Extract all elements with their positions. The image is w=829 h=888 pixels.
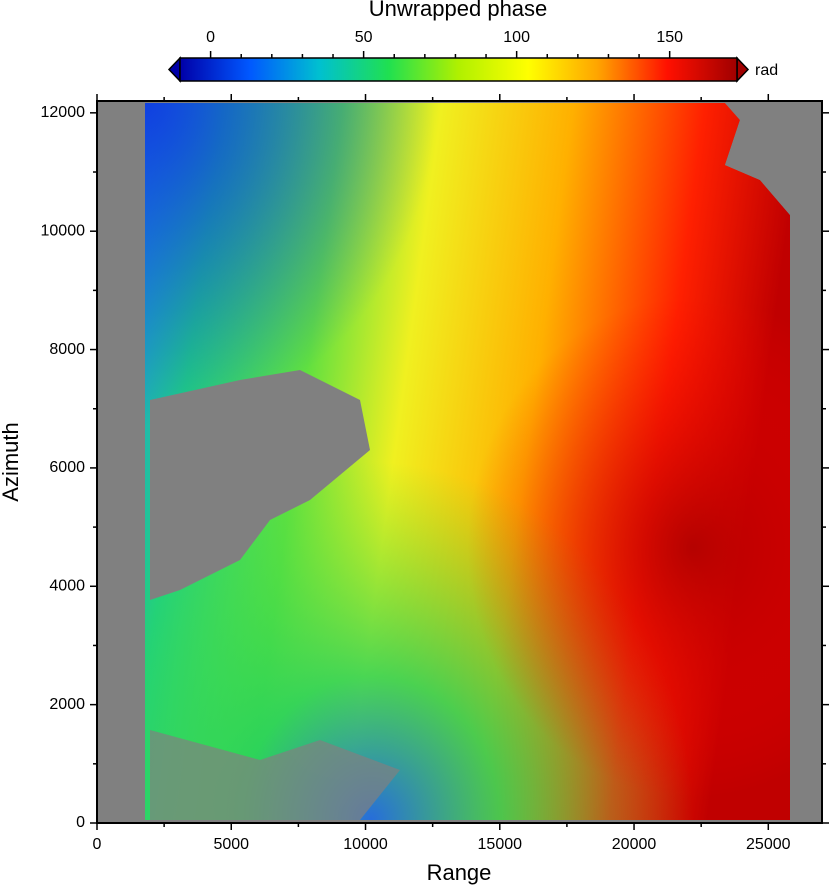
raster-image — [97, 101, 822, 823]
colorbar-tick-label: 50 — [355, 29, 373, 46]
masked-area — [150, 370, 370, 600]
y-tick-label: 6000 — [49, 459, 85, 476]
masked-area — [725, 103, 822, 240]
y-tick-label: 10000 — [41, 222, 86, 239]
colorbar-min-triangle — [167, 56, 181, 83]
y-tick-label: 2000 — [49, 696, 85, 713]
x-tick-label: 15000 — [478, 836, 523, 853]
y-tick-label: 4000 — [49, 577, 85, 594]
x-tick-label: 5000 — [213, 836, 249, 853]
colorbar-title: Unwrapped phase — [369, 0, 548, 21]
x-axis-label: Range — [427, 860, 492, 885]
y-tick-label: 8000 — [49, 341, 85, 358]
phase-region — [145, 103, 790, 820]
x-tick-label: 0 — [93, 836, 102, 853]
plot-frame — [96, 100, 823, 824]
colorbar-max-triangle — [736, 56, 750, 83]
masked-area — [150, 730, 400, 820]
y-tick-label: 12000 — [41, 104, 86, 121]
x-tick-label: 20000 — [612, 836, 657, 853]
colorbar-tick-label: 0 — [206, 29, 215, 46]
colorbar — [179, 57, 738, 82]
colorbar-unit: rad — [755, 62, 778, 79]
y-axis-label: Azimuth — [0, 422, 23, 501]
x-tick-label: 10000 — [343, 836, 388, 853]
x-tick-label: 25000 — [746, 836, 791, 853]
y-tick-label: 0 — [76, 814, 85, 831]
colorbar-tick-label: 150 — [656, 29, 683, 46]
colorbar-tick-label: 100 — [503, 29, 530, 46]
